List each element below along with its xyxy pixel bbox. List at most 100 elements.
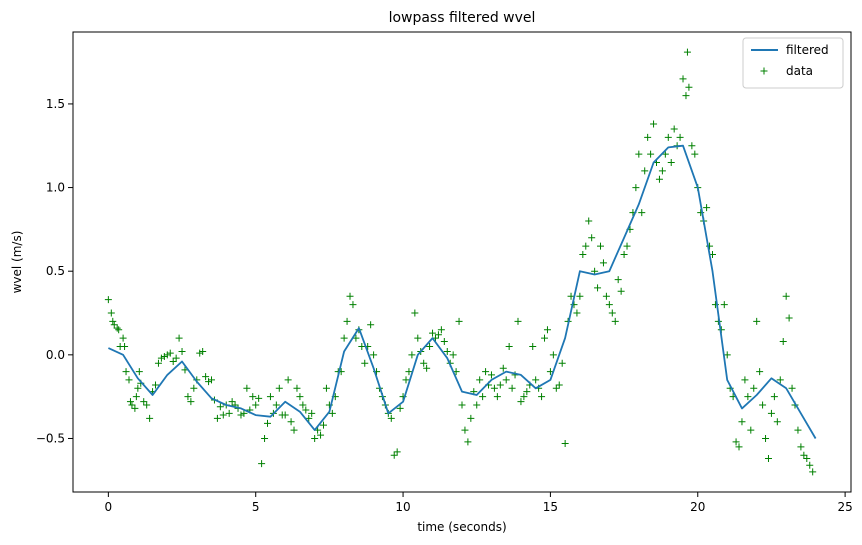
data-point: [505, 342, 513, 350]
data-point: [658, 167, 666, 175]
data-point: [440, 337, 448, 345]
data-point: [683, 48, 691, 56]
data-point: [319, 421, 327, 429]
x-tick-label: 20: [690, 500, 705, 514]
data-point: [370, 351, 378, 359]
data-point: [411, 309, 419, 317]
data-point: [423, 364, 431, 372]
data-point: [135, 368, 143, 376]
data-point: [443, 347, 451, 355]
data-point: [464, 438, 472, 446]
data-point: [599, 259, 607, 267]
data-point: [638, 209, 646, 217]
data-point: [770, 393, 778, 401]
data-point: [685, 83, 693, 91]
data-point: [632, 184, 640, 192]
data-point: [202, 373, 210, 381]
data-point: [240, 409, 248, 417]
data-point: [190, 384, 198, 392]
data-point: [664, 133, 672, 141]
data-point: [803, 455, 811, 463]
data-point: [275, 384, 283, 392]
data-point: [387, 414, 395, 422]
data-point: [266, 393, 274, 401]
data-point: [126, 398, 134, 406]
data-point: [594, 284, 602, 292]
data-point: [735, 443, 743, 451]
data-point: [367, 321, 375, 329]
data-point: [650, 120, 658, 128]
data-point: [482, 368, 490, 376]
data-point: [496, 381, 504, 389]
data-point: [160, 353, 168, 361]
data-point: [361, 359, 369, 367]
data-point: [479, 393, 487, 401]
data-point: [655, 175, 663, 183]
data-point: [558, 359, 566, 367]
data-point: [143, 401, 151, 409]
data-point: [782, 292, 790, 300]
data-point: [538, 393, 546, 401]
data-point: [473, 401, 481, 409]
data-point: [732, 438, 740, 446]
data-point: [785, 314, 793, 322]
data-point: [208, 376, 216, 384]
data-point: [264, 419, 271, 427]
data-point: [449, 351, 457, 359]
data-point: [284, 376, 292, 384]
data-point: [691, 150, 699, 158]
x-axis: 0 5 10 15 20 25: [105, 492, 853, 514]
data-point: [490, 384, 498, 392]
x-tick-label: 10: [395, 500, 410, 514]
data-point: [797, 443, 805, 451]
data-point: [115, 326, 123, 334]
data-point: [132, 393, 140, 401]
x-tick-label: 25: [837, 500, 852, 514]
data-point: [458, 401, 466, 409]
data-point: [213, 414, 221, 422]
data-point: [169, 358, 177, 366]
data-point: [520, 393, 528, 401]
data-point: [110, 321, 118, 329]
data-point: [121, 342, 129, 350]
data-point: [434, 331, 442, 339]
data-point: [579, 250, 587, 258]
data-point: [756, 368, 764, 376]
data-point: [225, 409, 233, 417]
data-point: [738, 418, 746, 426]
data-point: [517, 398, 525, 406]
data-point: [806, 461, 814, 469]
data-point: [461, 426, 469, 434]
y-tick-label: 1.0: [46, 181, 65, 195]
data-point: [166, 349, 174, 357]
plot-area: [72, 31, 852, 493]
x-tick-label: 0: [105, 500, 113, 514]
data-point: [499, 364, 507, 372]
data-point: [408, 351, 416, 359]
data-point: [308, 409, 316, 417]
data-point: [146, 414, 154, 422]
data-point: [437, 326, 445, 334]
data-point: [676, 133, 684, 141]
data-point: [767, 409, 775, 417]
data-point: [800, 451, 808, 459]
data-point: [296, 393, 304, 401]
data-point: [529, 342, 537, 350]
data-point: [523, 388, 531, 396]
data-point: [302, 406, 310, 414]
data-point: [163, 351, 171, 359]
data-point: [420, 359, 428, 367]
data-point: [608, 309, 616, 317]
y-tick-label: 1.5: [46, 97, 65, 111]
data-point: [205, 378, 213, 386]
data-point: [154, 359, 162, 367]
legend: filtered data: [742, 37, 844, 89]
data-point: [703, 204, 711, 212]
data-point: [358, 342, 366, 350]
data-point: [343, 317, 351, 325]
data-point: [405, 368, 413, 376]
data-point: [402, 376, 410, 384]
data-point: [255, 394, 263, 402]
data-point: [175, 334, 183, 342]
